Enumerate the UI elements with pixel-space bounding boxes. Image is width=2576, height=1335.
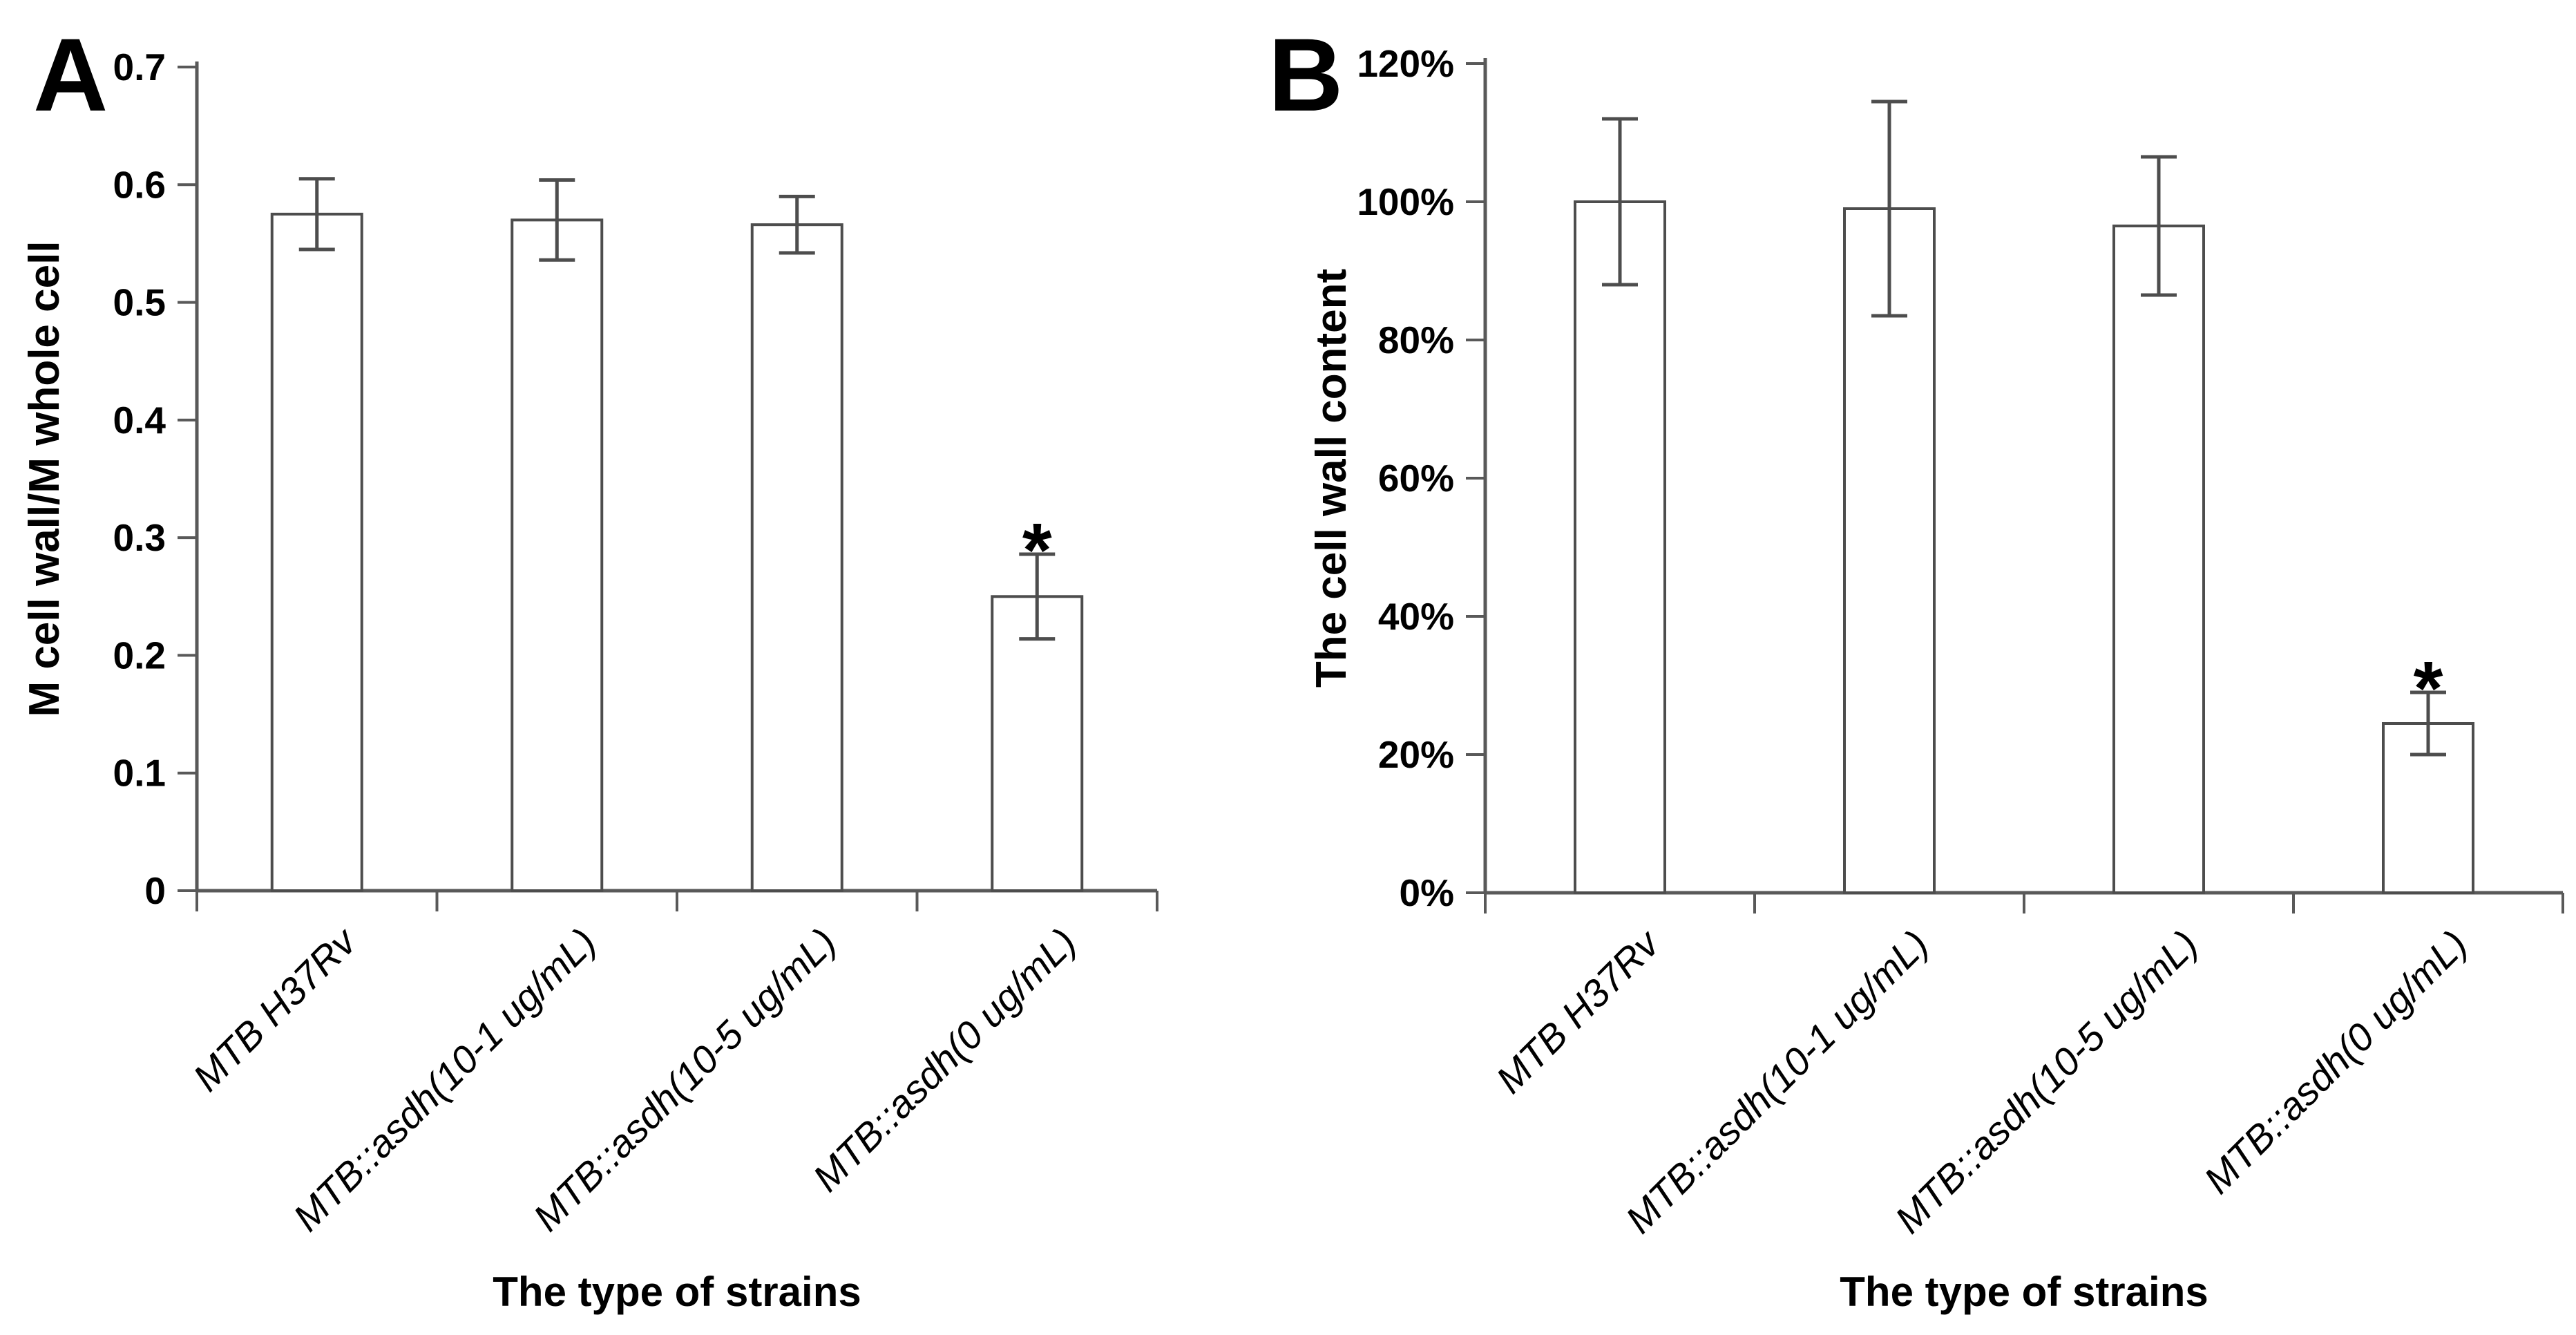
category-label: MTB H37Rv [184,918,365,1099]
bar [511,218,604,893]
y-tick-label: 80% [1378,319,1454,361]
y-tick-label: 120% [1357,42,1454,85]
y-tick-label: 0.7 [113,46,166,88]
x-axis-title: The type of strains [493,1269,861,1315]
y-tick-label: 0% [1400,871,1455,914]
y-tick-label: 20% [1378,733,1454,776]
x-axis-title: The type of strains [1840,1269,2208,1315]
panel-letter: A [33,17,108,133]
category-label: MTB H37Rv [1487,920,1668,1101]
y-tick-label: 0.2 [113,634,166,676]
y-tick-label: 60% [1378,457,1454,500]
y-tick-label: 0.1 [113,752,166,795]
y-axis-title: The cell wall content [1308,269,1355,688]
bar [270,212,363,893]
bar [1574,200,1666,894]
category-label: MTB::asdh(0 ug/mL) [804,920,1084,1200]
y-tick-label: 0 [144,869,166,912]
bar [750,223,843,892]
y-tick-label: 0.6 [113,163,166,206]
category-label: MTB::asdh(0 ug/mL) [2195,922,2475,1202]
category-label: MTB::asdh(10-1 ug/mL) [1617,922,1937,1242]
y-tick-label: 0.3 [113,516,166,559]
panel-letter: B [1268,17,1343,133]
y-tick-label: 0.4 [113,399,166,442]
y-axis-title: M cell wall/M whole cell [21,240,68,717]
bar [2112,225,2205,894]
significance-asterisk: * [1022,508,1052,593]
y-tick-label: 0.5 [113,281,166,324]
y-tick-label: 40% [1378,595,1454,638]
category-label: MTB::asdh(10-5 ug/mL) [1887,922,2206,1242]
y-tick-label: 100% [1357,180,1454,223]
bar [1843,207,1936,894]
significance-asterisk: * [2414,646,2443,731]
bar [991,595,1084,892]
